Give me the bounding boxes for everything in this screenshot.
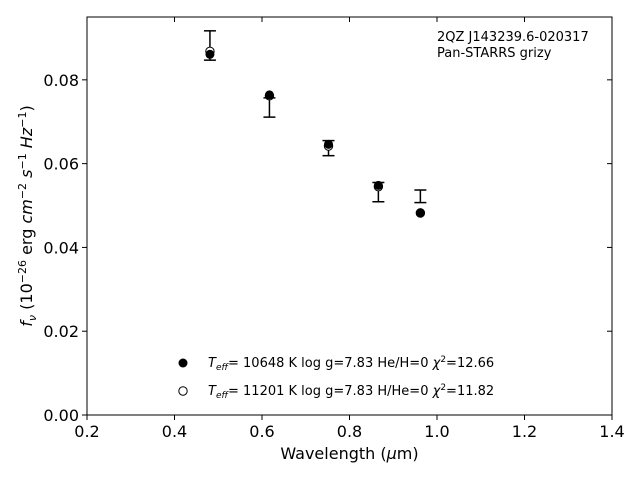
y-tick-label: 0.06 <box>43 155 79 174</box>
model-point-filled <box>324 139 333 149</box>
x-tick-label: 1.4 <box>599 422 624 441</box>
y-tick-label: 0.00 <box>43 406 79 425</box>
x-tick-label: 0.4 <box>162 422 187 441</box>
y-axis-ticks: 0.00 0.02 0.04 0.06 0.08 <box>43 71 612 425</box>
plot-area <box>86 16 613 416</box>
x-tick-label: 0.2 <box>74 422 99 441</box>
annotation-object-name: 2QZ J143239.6-020317 <box>437 30 589 45</box>
y-axis-label: fν (10−26 erg cm−2 s−1 Hz−1) <box>16 105 39 326</box>
x-tick-label: 1.2 <box>512 422 537 441</box>
y-tick-label: 0.04 <box>43 238 79 257</box>
error-bar <box>414 189 427 204</box>
x-tick-label: 0.6 <box>249 422 274 441</box>
y-tick-label: 0.08 <box>43 71 79 90</box>
annotation-survey: Pan-STARRS grizy <box>437 46 552 61</box>
legend-marker-filled <box>178 358 188 368</box>
model-point-filled <box>264 90 274 100</box>
legend-entry-2: Teff= 11201 K log g=7.83 H/He=0 χ2=11.82 <box>208 383 494 401</box>
legend-marker-open <box>178 386 188 396</box>
data-points <box>205 46 426 218</box>
x-tick-label: 1.0 <box>424 422 449 441</box>
model-point-filled <box>373 180 383 190</box>
legend-entry-1: Teff= 10648 K log g=7.83 He/H=0 χ2=12.66 <box>208 355 494 373</box>
y-tick-label: 0.02 <box>43 322 79 341</box>
model-point-filled <box>415 208 425 218</box>
x-axis-label: Wavelength (μm) <box>280 444 418 463</box>
model-point-filled <box>205 49 215 59</box>
legend: Teff= 10648 K log g=7.83 He/H=0 χ2=12.66… <box>178 355 494 401</box>
x-tick-label: 0.8 <box>337 422 362 441</box>
x-axis-ticks: 0.2 0.4 0.6 0.8 1.0 1.2 1.4 <box>74 17 625 441</box>
